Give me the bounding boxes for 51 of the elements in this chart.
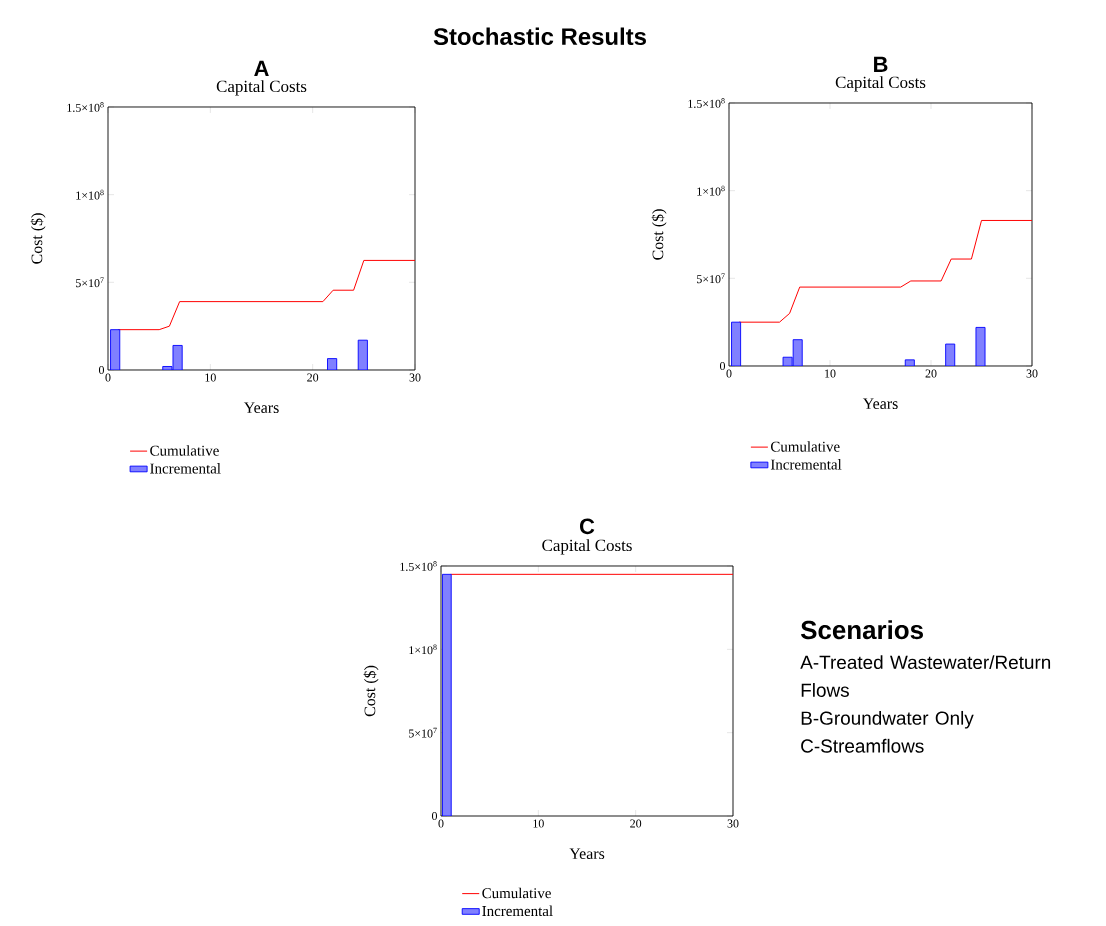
y-tick-label: 1.5×10$^{8}$: [67, 102, 104, 112]
legend-label: Incremental: [482, 905, 553, 917]
legend-label: Incremental: [150, 463, 221, 474]
legend-label: Incremental: [770, 459, 842, 470]
bar: [357, 339, 368, 370]
x-axis-title: Years: [862, 398, 898, 410]
y-tick-label: 0: [719, 361, 726, 371]
text: Stochastic Results: [433, 27, 646, 46]
text: A-Treated Wastewater/Return Flows: [800, 655, 1051, 697]
text: B-Groundwater Only: [801, 710, 974, 729]
y-tick-label: 1.5×10$^{8}$: [400, 561, 437, 571]
x-tick-label: 0: [105, 373, 111, 382]
chart-subtitle: Capital Costs: [216, 80, 307, 96]
y-tick-label: 1.5×10$^{8}$: [688, 98, 725, 108]
legend-label: Cumulative: [150, 445, 219, 456]
y-axis-title: Cost ($): [30, 213, 46, 264]
x-tick-label: 10: [825, 369, 836, 378]
chart-subtitle: Capital Costs: [835, 76, 926, 92]
y-tick-label: 0: [431, 811, 438, 821]
legend-label: Cumulative: [770, 441, 840, 452]
bar: [327, 358, 338, 370]
x-axis-title: Years: [243, 402, 279, 414]
x-tick-label: 30: [409, 373, 421, 382]
y-tick-label: 1×10$^{8}$: [409, 644, 437, 655]
x-tick-label: 10: [205, 373, 216, 382]
x-tick-label: 0: [438, 819, 444, 828]
x-tick-label: 30: [1026, 369, 1038, 378]
line-series: [117, 259, 415, 331]
x-tick-label: 20: [630, 819, 642, 828]
chart-title: A: [254, 60, 269, 76]
y-tick-label: 5×10$^{7}$: [697, 273, 725, 284]
bar: [110, 329, 121, 370]
y-tick-label: 5×10$^{7}$: [76, 277, 104, 288]
y-axis-title: Cost ($): [651, 209, 667, 260]
chart-subtitle: Capital Costs: [542, 539, 632, 555]
chart-title: C: [580, 518, 595, 535]
text: C-Streamflows: [801, 738, 924, 753]
x-tick-label: 0: [726, 369, 732, 378]
y-axis-title: Cost ($): [363, 665, 379, 717]
x-tick-label: 20: [925, 369, 937, 378]
y-tick-label: 1×10$^{8}$: [697, 185, 725, 196]
x-axis-title: Years: [569, 848, 605, 860]
x-tick-label: 10: [533, 819, 544, 828]
chart-title: B: [874, 56, 888, 72]
text: Scenarios: [800, 620, 923, 640]
y-tick-label: 5×10$^{7}$: [409, 727, 437, 738]
y-tick-label: 1×10$^{8}$: [76, 189, 104, 200]
x-tick-label: 30: [727, 819, 739, 828]
x-tick-label: 20: [307, 373, 319, 382]
legend-label: Cumulative: [482, 887, 551, 899]
line-series: [738, 219, 1033, 323]
